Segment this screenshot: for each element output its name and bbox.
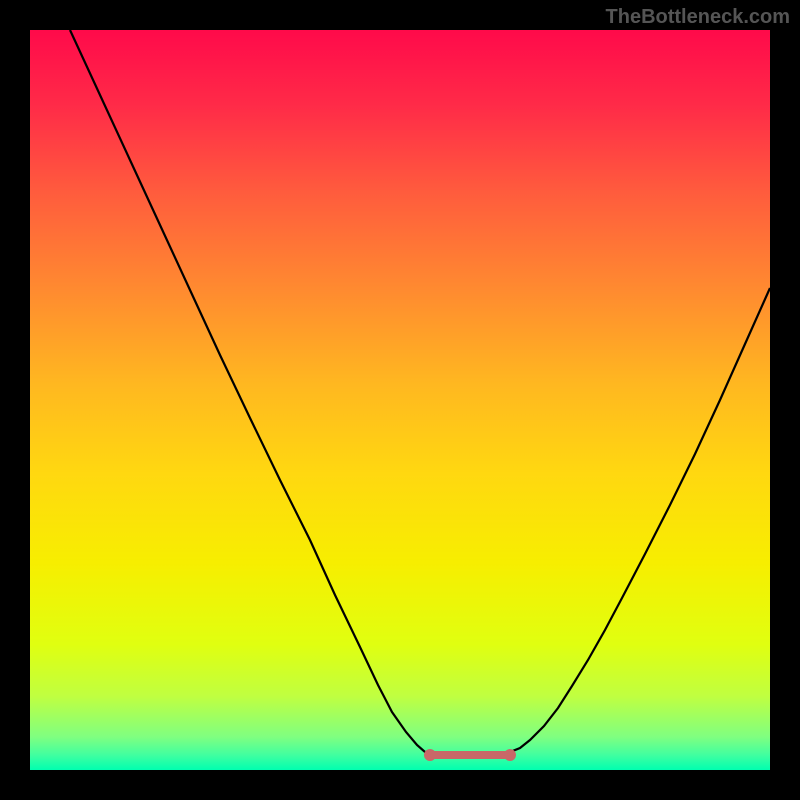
chart-area bbox=[30, 30, 770, 770]
chart-curve-layer bbox=[30, 30, 770, 770]
optimal-range-right-endpoint bbox=[504, 749, 516, 761]
bottleneck-curve bbox=[70, 30, 770, 755]
optimal-range-left-endpoint bbox=[424, 749, 436, 761]
watermark-text: TheBottleneck.com bbox=[606, 6, 790, 29]
